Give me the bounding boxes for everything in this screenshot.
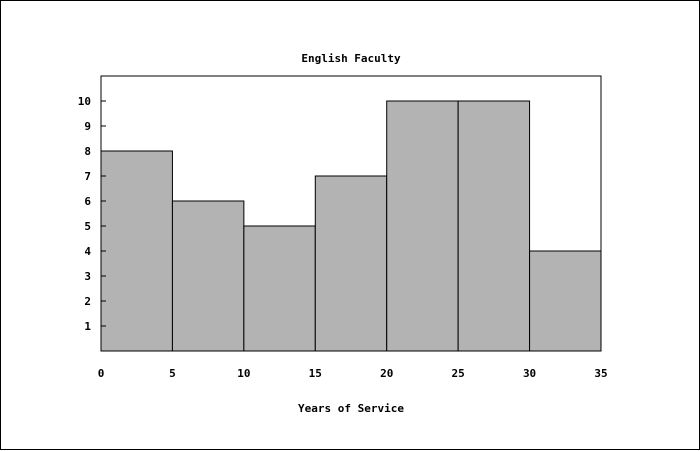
x-tick-label-10: 10 [237,367,250,380]
y-axis-ticks: 1 2 3 4 5 6 7 8 9 10 [78,95,106,333]
x-tick-label-20: 20 [380,367,393,380]
x-tick-label-35: 35 [594,367,607,380]
histogram-bar-0-5 [100,150,173,352]
y-tick-label-5: 5 [84,220,91,233]
bars-layer [100,100,602,352]
x-tick-label-5: 5 [169,367,176,380]
y-tick-label-6: 6 [84,195,91,208]
chart-title: English Faculty [301,52,401,65]
y-tick-label-9: 9 [84,120,91,133]
x-axis-title: Years of Service [298,402,404,415]
histogram-bar-25-30 [457,100,531,352]
y-tick-label-8: 8 [84,145,91,158]
y-tick-label-3: 3 [84,270,91,283]
x-tick-label-0: 0 [98,367,105,380]
y-tick-label-1: 1 [84,320,91,333]
histogram-bar-5-10 [171,200,245,352]
histogram-bar-15-20 [314,175,388,352]
y-tick-label-10: 10 [78,95,91,108]
histogram-bar-10-15 [243,225,316,352]
histogram-bar-20-25 [386,100,459,352]
x-tick-label-15: 15 [309,367,322,380]
histogram-bar-30-35 [529,250,602,352]
y-tick-label-2: 2 [84,295,91,308]
y-tick-label-4: 4 [84,245,91,258]
x-tick-label-25: 25 [452,367,465,380]
x-tick-label-30: 30 [523,367,536,380]
y-tick-label-7: 7 [84,170,91,183]
x-axis-ticks: 0 5 10 15 20 25 30 35 [98,367,608,380]
